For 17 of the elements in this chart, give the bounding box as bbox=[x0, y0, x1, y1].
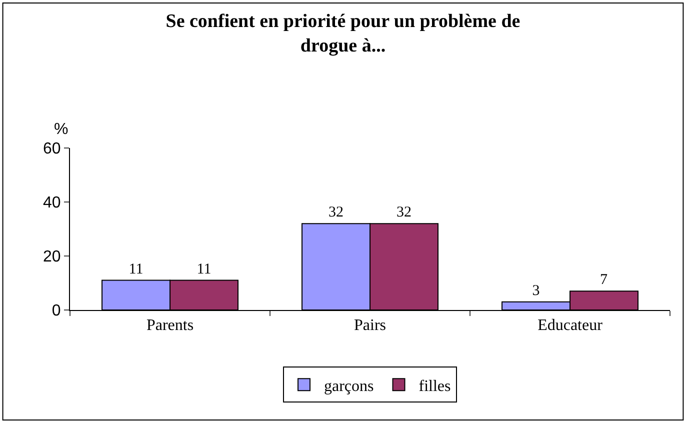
y-tick-label: 60 bbox=[43, 140, 61, 158]
x-tick-label: Pairs bbox=[354, 317, 386, 334]
y-axis-title: % bbox=[54, 121, 68, 138]
legend-label: filles bbox=[418, 378, 451, 395]
y-tick-label: 20 bbox=[43, 248, 61, 266]
x-tick-label: Educateur bbox=[538, 317, 604, 334]
data-label: 11 bbox=[196, 261, 212, 278]
y-tick-label: 40 bbox=[43, 194, 61, 212]
x-tick-label: Parents bbox=[146, 317, 194, 334]
y-tick-label: 0 bbox=[52, 302, 61, 320]
data-label: 7 bbox=[600, 272, 608, 288]
chart-title: Se confient en priorité pour un problème de drogue à... bbox=[166, 11, 520, 57]
data-label: 32 bbox=[328, 204, 344, 221]
data-label: 11 bbox=[128, 261, 144, 278]
legend-label: garçons bbox=[324, 378, 374, 395]
data-label: 3 bbox=[532, 282, 540, 299]
data-label: 32 bbox=[396, 204, 412, 221]
